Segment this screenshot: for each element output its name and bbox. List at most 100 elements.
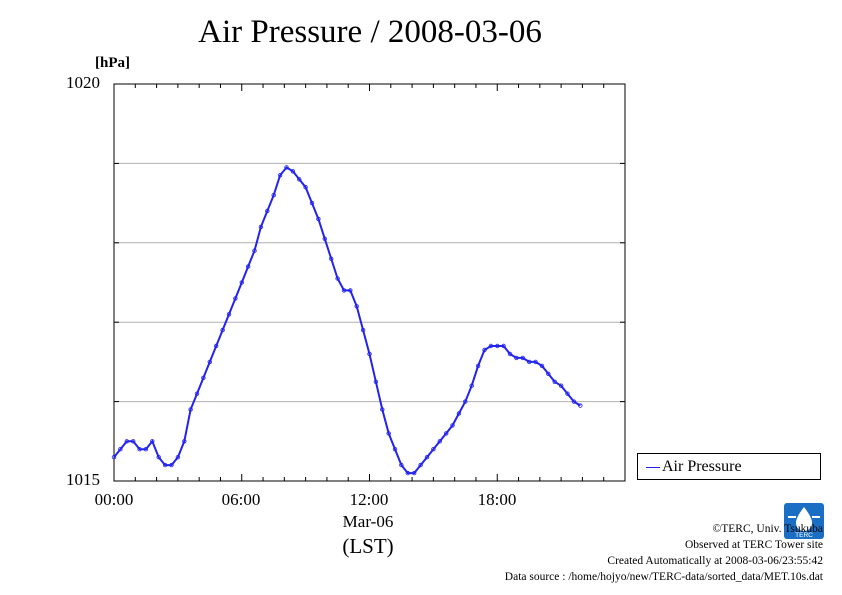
x-tick-label: 18:00 [477, 490, 517, 509]
legend: Air Pressure [637, 453, 821, 480]
data-point [303, 184, 308, 190]
data-point [322, 236, 327, 241]
data-point [405, 470, 410, 476]
data-point [182, 439, 187, 444]
data-point [150, 439, 155, 444]
data-point [360, 327, 366, 333]
logo-text: TERC [795, 532, 813, 539]
data-point [386, 431, 391, 436]
y-axis-unit: [hPa] [95, 55, 130, 71]
data-point [162, 462, 168, 468]
x-axis-label: (LST) [342, 534, 394, 558]
created-text: Created Automatically at 2008-03-06/23:5… [607, 555, 823, 567]
data-point [341, 288, 347, 293]
x-tick-label: 12:00 [349, 490, 389, 509]
data-point [469, 383, 474, 388]
data-point [118, 447, 123, 452]
data-point [201, 375, 206, 380]
data-point [354, 304, 359, 309]
data-point [495, 343, 500, 349]
y-tick-label: 1020 [66, 73, 100, 92]
data-point [213, 343, 219, 349]
data-point [258, 224, 264, 230]
data-point [514, 355, 519, 361]
data-point [578, 403, 583, 408]
data-source-text: Data source : /home/hojyo/new/TERC-data/… [504, 571, 823, 583]
data-point [188, 407, 193, 412]
x-tick-label: 06:00 [221, 490, 261, 509]
data-point [456, 411, 462, 416]
data-point [392, 447, 398, 452]
data-point [418, 462, 423, 468]
data-point [348, 288, 353, 293]
data-point [552, 379, 557, 384]
data-point [169, 462, 174, 468]
data-point [194, 391, 200, 396]
data-point [329, 256, 334, 261]
data-point [527, 359, 532, 365]
data-point [277, 173, 283, 178]
data-point [297, 177, 302, 182]
legend-line-marker [646, 467, 660, 468]
series-line [113, 166, 581, 475]
data-point [424, 455, 430, 460]
data-point [284, 165, 289, 170]
data-point [239, 280, 244, 285]
data-point [373, 379, 379, 384]
data-point [450, 423, 455, 428]
data-point [367, 351, 372, 357]
data-point [245, 264, 251, 269]
data-point [539, 363, 545, 369]
plot-frame [113, 83, 626, 482]
y-tick-label: 1015 [66, 470, 100, 489]
data-point [488, 343, 494, 349]
data-point [546, 371, 551, 376]
data-point [571, 399, 577, 404]
data-point [501, 343, 506, 349]
data-point [156, 455, 161, 460]
data-point [380, 407, 385, 412]
site-text: Observed at TERC Tower site [684, 539, 823, 551]
data-point [137, 447, 142, 452]
data-point [482, 347, 487, 353]
data-point [316, 216, 321, 222]
data-point [431, 447, 436, 452]
data-point [520, 355, 525, 361]
chart-title: Air Pressure / 2008-03-06 [198, 14, 542, 50]
legend-label: Air Pressure [662, 458, 742, 475]
terc-logo: TERC [784, 503, 824, 539]
data-point [175, 455, 181, 460]
data-point [335, 276, 340, 281]
data-point [475, 363, 481, 369]
data-point [533, 359, 538, 365]
axis-ticks [113, 83, 626, 482]
data-point [207, 359, 212, 365]
data-point [111, 455, 117, 460]
data-point [437, 439, 442, 444]
data-point [309, 200, 315, 206]
data-point [463, 399, 468, 404]
air-pressure-series [111, 165, 583, 476]
data-point [124, 439, 129, 444]
data-point [565, 391, 570, 396]
data-point [290, 169, 296, 174]
data-point [130, 439, 136, 444]
data-point [265, 208, 270, 214]
footer-info: ©TERC, Univ. Tsukuba Observed at TERC To… [505, 521, 823, 585]
data-point [271, 192, 276, 198]
data-point [558, 383, 564, 388]
data-point [399, 462, 404, 468]
copyright-text: ©TERC, Univ. Tsukuba [712, 523, 823, 535]
data-point [143, 447, 149, 452]
data-point [226, 312, 232, 317]
x-axis-date-label: Mar-06 [342, 512, 394, 531]
data-point [233, 296, 238, 301]
data-point [507, 351, 513, 357]
data-point [220, 327, 225, 333]
x-tick-label: 00:00 [94, 490, 134, 509]
data-point [444, 431, 449, 436]
data-point [412, 470, 417, 476]
data-point [252, 248, 257, 253]
gridlines [114, 162, 625, 403]
